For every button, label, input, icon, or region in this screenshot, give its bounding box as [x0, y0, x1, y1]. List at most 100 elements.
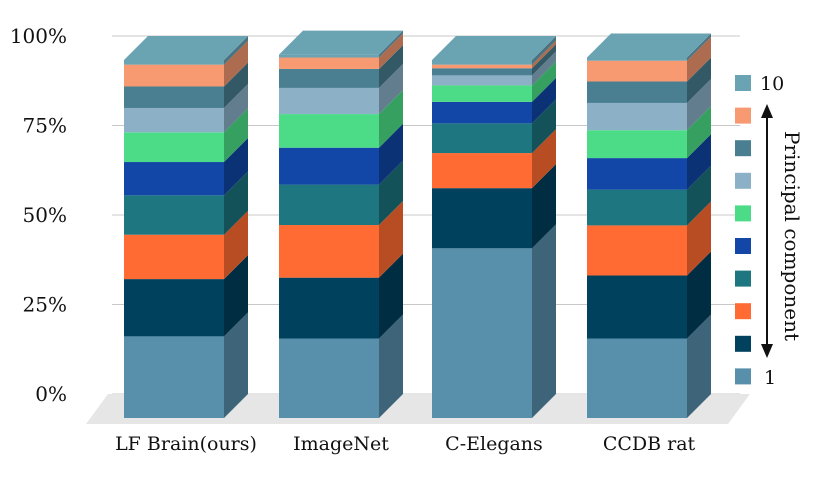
bar-segment-side — [532, 61, 556, 102]
bar-segment-side — [687, 314, 711, 418]
legend-top-label: 10 — [760, 73, 784, 95]
chart-floor — [86, 394, 750, 424]
legend-swatch — [735, 75, 751, 91]
x-tick-label: CCDB rat — [603, 433, 696, 455]
bar-top — [587, 33, 711, 58]
bar-segment — [587, 338, 687, 418]
bar-segment-side — [532, 224, 556, 418]
bar-segment-side — [687, 78, 711, 131]
bar-top — [124, 36, 248, 60]
bar-segment-side — [224, 255, 248, 337]
bar-top — [279, 30, 403, 55]
bar-segment-side — [687, 251, 711, 339]
bar-segment-side — [224, 210, 248, 280]
bar-segment-side — [224, 36, 248, 65]
bar-segment-side — [687, 57, 711, 103]
bar-segment — [124, 234, 224, 280]
bar-segment — [124, 279, 224, 337]
bar-segment-side — [532, 129, 556, 189]
bar-segment — [432, 153, 532, 189]
bar-segment-side — [379, 123, 403, 185]
bar-segment — [124, 195, 224, 235]
bar-segment — [279, 277, 379, 339]
bar-segment — [432, 123, 532, 154]
bar-segment — [587, 275, 687, 339]
bar-segment — [279, 87, 379, 115]
y-tick-label: 100% — [10, 24, 67, 48]
bar-segment-side — [379, 63, 403, 115]
bar-segment — [432, 75, 532, 86]
bar-segment-side — [532, 36, 556, 65]
bar-segment — [279, 184, 379, 226]
bar-stack — [432, 36, 556, 418]
legend-swatch — [735, 368, 751, 385]
bar-segment — [432, 85, 532, 102]
bar-segment-side — [687, 36, 711, 82]
bar-segment-side — [379, 314, 403, 418]
bar-segment — [587, 102, 687, 131]
bar-stack — [124, 36, 248, 418]
bar-segment-side — [532, 99, 556, 154]
legend-title: Principal component — [780, 131, 804, 341]
legend-swatch — [735, 270, 751, 287]
bar-segment-side — [224, 138, 248, 196]
bar-segment — [124, 132, 224, 163]
bar-segment-side — [224, 40, 248, 87]
bar-segment-side — [687, 201, 711, 276]
bar-segment-side — [532, 51, 556, 86]
y-axis-ticks: 0% 25% 50% 75% 100% — [10, 24, 67, 406]
legend-arrow-head-up — [761, 104, 773, 118]
bar-segment — [124, 60, 224, 65]
bar-segment — [279, 338, 379, 418]
bars — [124, 30, 711, 418]
bar-segment-side — [224, 312, 248, 418]
bar-segment — [279, 147, 379, 185]
bar-segment-side — [379, 44, 403, 88]
bar-segment — [432, 248, 532, 418]
bar-segment-side — [379, 30, 403, 58]
bar-stack — [279, 30, 403, 418]
bar-segment — [587, 130, 687, 159]
bar-segment — [279, 57, 379, 69]
bar-segment-side — [224, 62, 248, 108]
bar-segment — [587, 57, 687, 61]
bar-segment — [587, 225, 687, 276]
legend-swatch — [735, 172, 751, 189]
bar-segment-side — [379, 90, 403, 148]
bar-segment — [124, 336, 224, 418]
bar-segment — [432, 68, 532, 76]
x-tick-label: C-Elegans — [445, 433, 543, 455]
x-tick-label: LF Brain(ours) — [115, 433, 257, 455]
bar-segment — [124, 162, 224, 196]
y-tick-label: 25% — [23, 293, 67, 317]
legend-swatch — [735, 205, 751, 222]
floor-plane — [86, 394, 750, 424]
legend-swatch — [735, 238, 751, 254]
legend-swatch — [735, 107, 751, 124]
bar-segment — [587, 60, 687, 82]
bar-segment-side — [532, 40, 556, 69]
bar-segment-side — [687, 134, 711, 190]
bar-segment-side — [532, 77, 556, 124]
y-tick-label: 75% — [23, 114, 67, 138]
legend-swatch — [735, 303, 751, 320]
bar-segment — [124, 64, 224, 87]
bar-segment — [279, 68, 379, 88]
bar-segment — [432, 188, 532, 249]
bar-segment — [279, 54, 379, 58]
bar-stack — [587, 33, 711, 418]
y-tick-label: 0% — [35, 382, 67, 406]
bar-segment — [279, 114, 379, 148]
legend-swatch — [735, 140, 751, 157]
bar-segment — [432, 60, 532, 65]
x-axis-labels: LF Brain(ours) ImageNet C-Elegans CCDB rat — [115, 433, 695, 455]
legend-arrow-head-down — [761, 344, 773, 358]
bar-segment-side — [224, 83, 248, 133]
bar-segment — [432, 64, 532, 69]
legend: 10 1 Principal component — [735, 73, 804, 389]
bar-segment-side — [687, 106, 711, 159]
bar-segment — [587, 189, 687, 226]
bar-segment-side — [687, 33, 711, 61]
bar-top — [432, 36, 556, 60]
y-tick-label: 50% — [23, 203, 67, 227]
